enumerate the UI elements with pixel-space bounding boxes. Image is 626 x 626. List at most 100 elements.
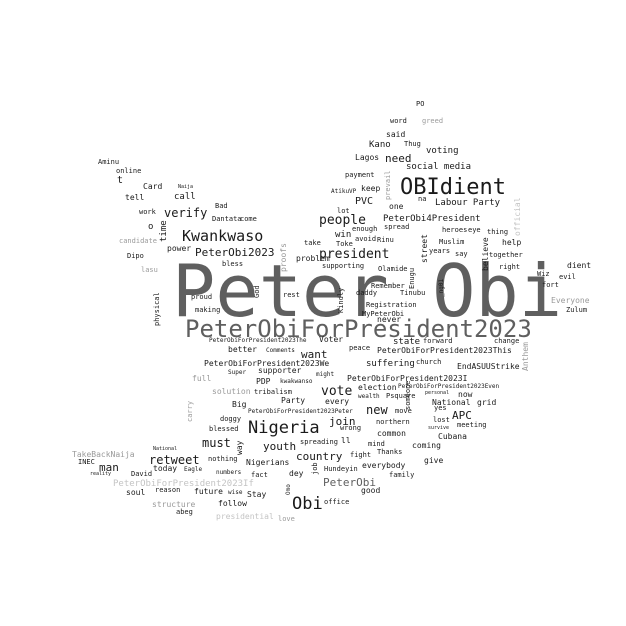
word: now	[458, 390, 473, 399]
word: meeting	[457, 421, 487, 429]
word: northern	[376, 418, 410, 426]
word: voting	[426, 146, 459, 156]
word: Rinu	[377, 236, 394, 244]
word: APC	[452, 409, 472, 422]
word: Stay	[247, 490, 267, 499]
word: Obi	[292, 494, 323, 514]
word: solution	[212, 387, 251, 396]
word: state	[393, 337, 421, 347]
word: Peter Obi	[172, 249, 563, 333]
word: Kano	[369, 140, 391, 150]
word: people	[319, 213, 366, 228]
word: must	[202, 436, 231, 450]
word: abeg	[176, 508, 193, 516]
word: Nigeria	[248, 418, 320, 438]
word: reason	[155, 486, 181, 494]
word: way	[235, 440, 244, 455]
word: fact	[251, 471, 268, 479]
word: help	[502, 238, 522, 247]
word: Enugu	[408, 267, 416, 289]
word: PO	[416, 100, 425, 108]
word: _ng01	[438, 278, 445, 297]
word: o	[148, 222, 154, 232]
word: vote	[321, 384, 353, 399]
word: someone	[404, 380, 412, 410]
word: payment	[345, 171, 375, 179]
word: future	[194, 487, 223, 496]
word: Lagos	[355, 153, 380, 162]
word: PeterObiForPresident2023I	[347, 374, 468, 383]
word: survive	[428, 425, 450, 431]
word: PeterObi2023	[195, 246, 275, 259]
word: lost	[433, 416, 450, 424]
word: PeterObiForPresident2023This	[377, 346, 512, 355]
word: Tinubu	[400, 289, 426, 297]
word: evil	[559, 273, 576, 281]
word: family	[389, 471, 415, 479]
word: Naija	[178, 184, 194, 190]
word: heroes	[442, 226, 468, 234]
word: follow	[218, 499, 247, 508]
word: Remember	[371, 282, 405, 290]
word: work	[139, 208, 156, 216]
word: Toke	[336, 240, 353, 248]
word: PeterObiForPresident2023The	[209, 337, 307, 344]
word: youth	[263, 440, 297, 453]
word: presidential	[216, 512, 274, 521]
word: PeterObi	[323, 476, 376, 489]
word: Labour Party	[435, 198, 501, 208]
word: Registration	[366, 301, 417, 309]
word: Hundeyin	[324, 465, 358, 473]
word: give	[424, 456, 444, 465]
word: enough	[352, 225, 378, 233]
word: election	[358, 383, 397, 392]
word: National	[153, 446, 178, 452]
word: Wiz	[537, 270, 550, 278]
word: keep	[361, 184, 381, 193]
word: peace	[349, 344, 371, 352]
word: physical	[153, 292, 161, 326]
word: avoid	[355, 235, 377, 243]
word: lasu	[141, 266, 158, 274]
word: Card	[143, 182, 163, 191]
word: Thanks	[377, 448, 403, 456]
word: carry	[186, 400, 194, 422]
word: fight	[350, 451, 372, 459]
word: supporter	[258, 366, 302, 375]
word: love	[278, 515, 295, 523]
word: PeterObiForPresident2023If	[113, 479, 254, 489]
word: common	[377, 429, 406, 438]
word: PeterObi4President	[383, 214, 481, 224]
word: Aminu	[98, 158, 120, 166]
word: Party	[281, 396, 306, 405]
word: new	[366, 403, 388, 417]
word: bless	[222, 260, 244, 268]
word: call	[174, 192, 196, 202]
word: blessed	[209, 425, 239, 433]
word: PeterObiForPresident2023We	[204, 359, 330, 368]
word: Kindly	[337, 287, 345, 313]
word: good	[361, 486, 381, 495]
word: doggy	[220, 415, 242, 423]
word: might	[316, 371, 335, 378]
word: take	[304, 239, 321, 247]
word: reality	[90, 471, 112, 477]
word: Muslim	[439, 238, 465, 246]
word: TakeBackNaija	[72, 450, 135, 459]
word: job	[311, 462, 319, 475]
word: Everyone	[551, 296, 590, 305]
word: win	[335, 230, 352, 240]
word: wrong	[340, 424, 362, 432]
word: join	[329, 415, 356, 428]
word: social media	[406, 162, 472, 172]
word: right	[499, 263, 521, 271]
word: numbers	[216, 469, 242, 476]
word: power	[167, 244, 192, 253]
word: personal	[425, 390, 450, 396]
word: time	[159, 220, 169, 242]
word: say	[455, 250, 468, 258]
word: every	[325, 397, 350, 406]
word: making	[195, 306, 221, 314]
word: grid	[477, 398, 497, 407]
